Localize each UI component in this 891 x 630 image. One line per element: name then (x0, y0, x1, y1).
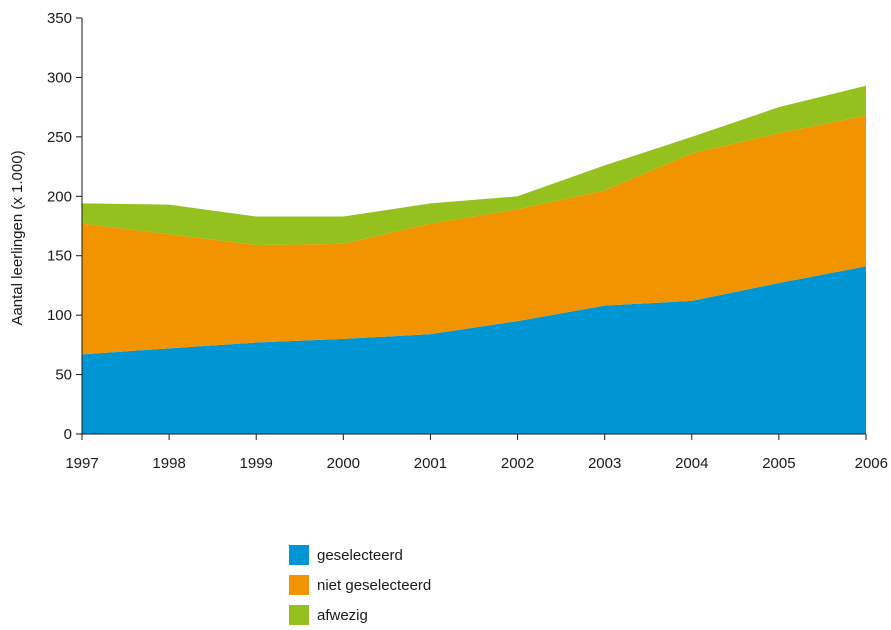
y-axis-title: Aantal leerlingen (x 1.000) (9, 150, 26, 325)
x-tick-label: 2000 (327, 455, 360, 472)
x-tick-label: 2006 (855, 455, 888, 472)
y-tick-label: 200 (47, 188, 72, 205)
legend-label: afwezig (317, 606, 368, 624)
legend-item-afwezig: afwezig (289, 600, 431, 630)
legend-swatch-niet-geselecteerd (289, 575, 309, 595)
legend-label: geselecteerd (317, 546, 403, 564)
area-series-group (82, 85, 866, 434)
y-tick-label: 0 (64, 426, 72, 443)
y-tick-label: 350 (47, 10, 72, 27)
area-niet-geselecteerd (82, 115, 866, 355)
y-tick-label: 50 (55, 367, 72, 384)
x-tick-label: 2001 (414, 455, 447, 472)
x-tick-label: 1999 (240, 455, 273, 472)
area-geselecteerd (82, 266, 866, 434)
x-tick-label: 1998 (152, 455, 185, 472)
y-tick-label: 100 (47, 307, 72, 324)
legend-swatch-geselecteerd (289, 545, 309, 565)
y-tick-label: 250 (47, 129, 72, 146)
legend-item-geselecteerd: geselecteerd (289, 540, 431, 570)
legend-label: niet geselecteerd (317, 576, 432, 594)
y-tick-label: 150 (47, 248, 72, 265)
x-tick-label: 2003 (588, 455, 621, 472)
stacked-area-chart: 0 50 100 150 200 250 300 350 1997 1998 1999 2000 20… (9, 10, 888, 472)
y-tick-label: 300 (47, 69, 72, 86)
x-tick-label: 2005 (762, 455, 795, 472)
chart-legend: geselecteerd niet geselecteerd afwezig (289, 540, 431, 630)
x-tick-label: 2002 (501, 455, 534, 472)
x-tick-label: 2004 (675, 455, 708, 472)
x-axis-ticks: 1997 1998 1999 2000 2001 2002 2003 2004 2005 2006 (65, 434, 888, 472)
y-axis-ticks: 0 50 100 150 200 250 300 350 (47, 10, 82, 443)
x-tick-label: 1997 (65, 455, 98, 472)
area-afwezig (82, 85, 866, 246)
legend-swatch-afwezig (289, 605, 309, 625)
legend-item-niet-geselecteerd: niet geselecteerd (289, 570, 431, 600)
